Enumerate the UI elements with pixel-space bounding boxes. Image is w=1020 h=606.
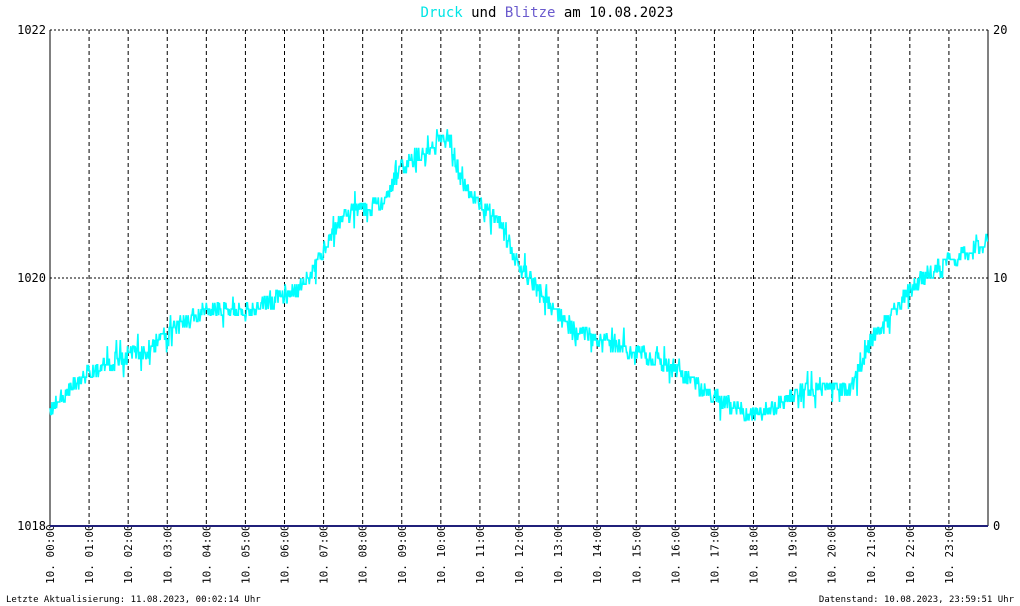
x-tick-label: 10. 09:00 (396, 524, 409, 584)
x-tick-label: 10. 23:00 (943, 524, 956, 584)
title-series-druck: Druck (421, 5, 464, 21)
series-line-druck (49, 129, 989, 422)
x-tick-label: 10. 17:00 (708, 524, 721, 584)
x-tick-label: 10. 10:00 (435, 524, 448, 584)
title-conj: und (463, 5, 505, 21)
grid-layer (49, 29, 989, 527)
x-tick-label: 10. 19:00 (787, 524, 800, 584)
x-tick-label: 10. 07:00 (318, 524, 331, 584)
x-tick-label: 10. 01:00 (83, 524, 96, 584)
chart-title: Druck und Blitze am 10.08.2023 (421, 5, 674, 21)
x-tick-label: 10. 15:00 (630, 524, 643, 584)
x-tick-label: 10. 00:00 (44, 524, 57, 584)
x-tick-label: 10. 03:00 (161, 524, 174, 584)
x-tick-label: 10. 06:00 (279, 524, 292, 584)
x-tick-label: 10. 13:00 (552, 524, 565, 584)
x-tick-label: 10. 11:00 (474, 524, 487, 584)
footer-last-update: Letzte Aktualisierung: 11.08.2023, 00:02… (6, 595, 261, 605)
y-right-tick-label: 0 (993, 519, 1000, 533)
x-tick-label: 10. 16:00 (669, 524, 682, 584)
x-tick-label: 10. 02:00 (122, 524, 135, 584)
x-tick-label: 10. 04:00 (200, 524, 213, 584)
y-right-tick-label: 20 (993, 23, 1007, 37)
x-tick-label: 10. 21:00 (865, 524, 878, 584)
y-left-tick-label: 1022 (17, 23, 46, 37)
series-layer (49, 129, 989, 527)
x-tick-label: 10. 14:00 (591, 524, 604, 584)
title-series-blitze: Blitze (505, 5, 556, 21)
y-left-tick-label: 1018 (17, 519, 46, 533)
x-tick-label: 10. 05:00 (239, 524, 252, 584)
x-tick-label: 10. 18:00 (748, 524, 761, 584)
x-tick-label: 10. 22:00 (904, 524, 917, 584)
x-tick-label: 10. 12:00 (513, 524, 526, 584)
footer-data-status: Datenstand: 10.08.2023, 23:59:51 Uhr (819, 595, 1015, 605)
x-tick-label: 10. 20:00 (826, 524, 839, 584)
y-left-tick-label: 1020 (17, 271, 46, 285)
title-date: am 10.08.2023 (555, 5, 673, 21)
x-tick-label: 10. 08:00 (357, 524, 370, 584)
y-right-tick-label: 10 (993, 271, 1007, 285)
